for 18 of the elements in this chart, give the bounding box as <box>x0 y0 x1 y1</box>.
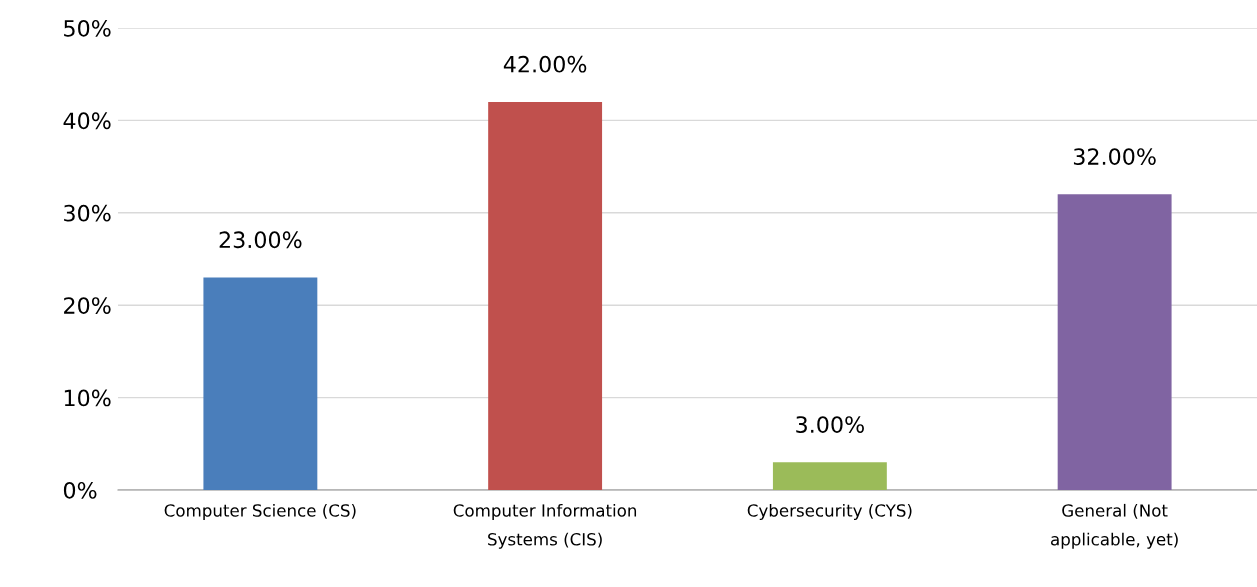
x-tick-label: Computer Information Systems (CIS) <box>453 503 637 549</box>
data-label: 32.00% <box>1073 148 1156 166</box>
y-tick-label: 10% <box>64 389 111 407</box>
y-tick-label: 20% <box>64 297 111 314</box>
bar <box>1057 194 1172 490</box>
y-tick-label: 30% <box>64 204 111 222</box>
y-tick-label: 0% <box>63 481 97 499</box>
data-label: 42.00% <box>503 55 587 73</box>
bar <box>488 101 603 490</box>
data-label: 3.00% <box>796 416 864 433</box>
x-tick-label: Computer Science (CS) <box>164 503 356 521</box>
y-tick-label: 40% <box>63 112 111 130</box>
x-tick-label: Cybersecurity (CYS) <box>747 503 912 521</box>
data-label: 23.00% <box>219 231 302 249</box>
bar <box>772 462 887 490</box>
bar <box>203 277 318 490</box>
y-tick-label: 50% <box>64 19 111 37</box>
x-tick-label: General (Not applicable, yet) <box>1051 503 1178 549</box>
